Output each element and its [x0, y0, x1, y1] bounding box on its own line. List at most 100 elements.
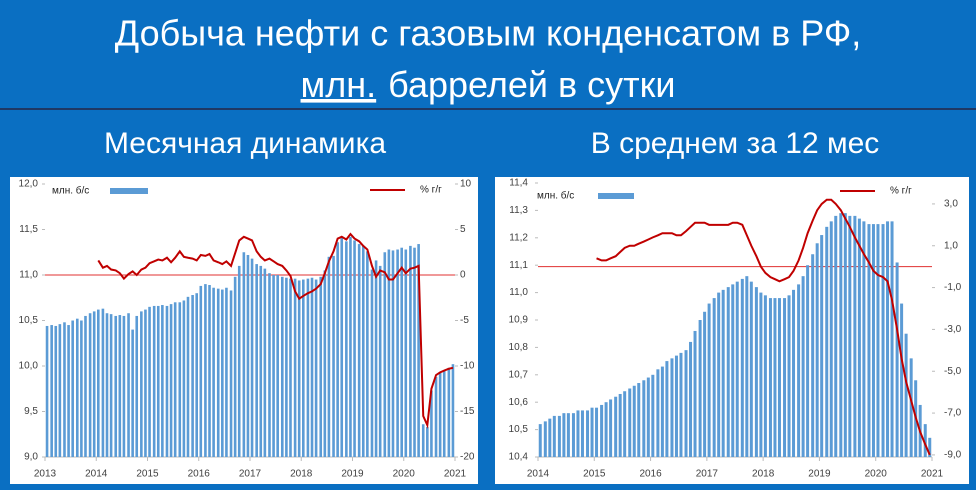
y2-tick-label: -1,0	[944, 282, 962, 293]
bar	[357, 244, 361, 457]
bar	[740, 278, 744, 457]
x-tick-label: 2013	[34, 469, 57, 480]
bar	[862, 221, 866, 457]
bar	[63, 322, 66, 457]
y-tick-label: 12,0	[19, 179, 39, 190]
y-tick-label: 11,5	[19, 224, 38, 235]
bar	[314, 279, 318, 457]
bar	[749, 281, 753, 457]
bar	[731, 284, 735, 457]
legend-label: % г/г	[890, 186, 912, 197]
bar	[366, 251, 369, 457]
y2-tick-label: -5,0	[944, 366, 962, 377]
bar	[144, 309, 147, 457]
bar	[92, 311, 96, 457]
y-tick-label: 11,0	[509, 287, 528, 298]
bar	[233, 276, 237, 457]
bar	[660, 366, 664, 457]
bar	[604, 402, 608, 457]
bar	[195, 293, 198, 457]
bar	[623, 391, 627, 457]
bar	[413, 247, 416, 457]
x-tick-label: 2020	[865, 469, 888, 480]
bar	[557, 415, 561, 457]
bar	[763, 295, 767, 457]
y-tick-label: 10,8	[509, 342, 529, 353]
bar	[651, 374, 655, 457]
bar	[876, 224, 880, 457]
bar	[909, 358, 913, 457]
bar	[783, 298, 787, 457]
x-tick-label: 2019	[808, 469, 831, 480]
bar	[900, 303, 904, 457]
x-tick-label: 2015	[136, 469, 159, 480]
y2-tick-label: 0	[460, 270, 466, 281]
legend-label: млн. б/с	[52, 185, 89, 197]
bar	[871, 224, 875, 457]
legend-swatch	[110, 188, 148, 194]
bar	[829, 221, 833, 457]
bar	[881, 224, 885, 457]
bar	[773, 298, 777, 457]
bar	[642, 380, 646, 457]
y2-tick-label: -10	[460, 361, 475, 372]
bar	[543, 421, 547, 457]
bar	[148, 306, 151, 457]
bar	[451, 364, 455, 457]
bar	[378, 265, 382, 457]
y-tick-label: 11,1	[509, 260, 528, 271]
bar	[754, 287, 758, 457]
bar	[717, 292, 721, 457]
bar	[88, 313, 92, 457]
y-tick-label: 10,0	[19, 361, 39, 372]
bar	[792, 289, 796, 457]
bar	[118, 315, 122, 457]
bar	[114, 315, 118, 457]
bar	[684, 350, 688, 457]
y2-tick-label: 3,0	[944, 199, 958, 210]
title-rest: баррелей в сутки	[388, 64, 675, 105]
y2-tick-label: -7,0	[944, 408, 962, 419]
bar	[735, 281, 739, 457]
bar	[777, 298, 781, 457]
bar	[199, 285, 203, 457]
bar	[904, 333, 908, 457]
x-tick-label: 2014	[85, 469, 108, 480]
y-tick-label: 11,4	[509, 178, 528, 189]
y2-tick-label: 5	[460, 224, 466, 235]
y-tick-label: 10,9	[509, 315, 529, 326]
bar	[50, 325, 53, 457]
bar	[109, 314, 113, 457]
bar	[632, 385, 636, 457]
bar	[628, 388, 632, 457]
x-tick-label: 2019	[341, 469, 364, 480]
bar	[562, 413, 566, 457]
bar	[637, 383, 641, 457]
y-tick-label: 9,0	[24, 452, 38, 463]
bar	[404, 249, 408, 457]
bar	[571, 413, 575, 457]
line	[596, 198, 931, 456]
bar	[165, 305, 169, 457]
y-tick-label: 11,3	[509, 205, 528, 216]
y2-tick-label: -15	[460, 406, 475, 417]
bar	[225, 287, 228, 457]
bar	[552, 415, 556, 457]
y-tick-label: 9,5	[24, 406, 38, 417]
bar	[101, 308, 105, 457]
bar	[216, 288, 220, 457]
legend-swatch	[598, 193, 634, 199]
y2-tick-label: 1,0	[944, 240, 958, 251]
bar	[417, 244, 420, 457]
legend-label: % г/г	[420, 185, 442, 196]
bar	[670, 358, 674, 457]
bar	[618, 393, 622, 457]
bar	[721, 289, 725, 457]
x-tick-label: 2021	[444, 469, 467, 480]
x-tick-label: 2016	[639, 469, 662, 480]
y-tick-label: 10,6	[509, 397, 529, 408]
y-tick-label: 11,0	[19, 270, 38, 281]
bar	[293, 278, 297, 457]
bar	[646, 377, 650, 457]
bar	[674, 355, 678, 457]
